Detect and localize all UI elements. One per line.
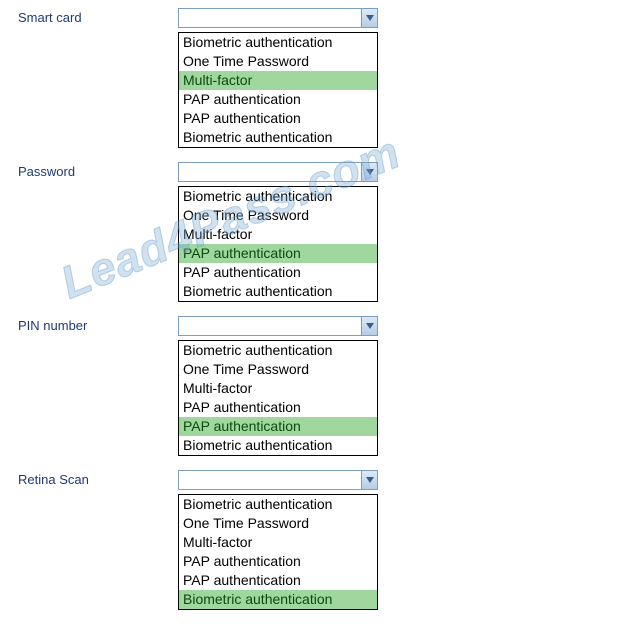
list-option[interactable]: Biometric authentication <box>179 282 377 301</box>
combo-box[interactable] <box>178 316 378 336</box>
list-option[interactable]: PAP authentication <box>179 571 377 590</box>
row-label: Password <box>18 162 178 179</box>
list-option[interactable]: Multi-factor <box>179 225 377 244</box>
list-option[interactable]: PAP authentication <box>179 417 377 436</box>
list-option[interactable]: Biometric authentication <box>179 187 377 206</box>
list-option[interactable]: PAP authentication <box>179 552 377 571</box>
options-list[interactable]: Biometric authenticationOne Time Passwor… <box>178 186 378 302</box>
auth-row-smartcard: Smart cardBiometric authenticationOne Ti… <box>18 8 620 148</box>
options-list[interactable]: Biometric authenticationOne Time Passwor… <box>178 340 378 456</box>
auth-row-retina: Retina ScanBiometric authenticationOne T… <box>18 470 620 610</box>
list-option[interactable]: PAP authentication <box>179 263 377 282</box>
list-option[interactable]: Multi-factor <box>179 533 377 552</box>
list-option[interactable]: PAP authentication <box>179 398 377 417</box>
combo-box[interactable] <box>178 162 378 182</box>
combo-input[interactable] <box>179 163 361 181</box>
list-option[interactable]: Multi-factor <box>179 71 377 90</box>
list-option[interactable]: Multi-factor <box>179 379 377 398</box>
list-option[interactable]: PAP authentication <box>179 90 377 109</box>
list-option[interactable]: Biometric authentication <box>179 33 377 52</box>
list-option[interactable]: One Time Password <box>179 206 377 225</box>
control-column: Biometric authenticationOne Time Passwor… <box>178 470 378 610</box>
list-option[interactable]: Biometric authentication <box>179 436 377 455</box>
combo-box[interactable] <box>178 8 378 28</box>
control-column: Biometric authenticationOne Time Passwor… <box>178 8 378 148</box>
control-column: Biometric authenticationOne Time Passwor… <box>178 316 378 456</box>
chevron-down-icon[interactable] <box>361 471 377 489</box>
list-option[interactable]: Biometric authentication <box>179 590 377 609</box>
list-option[interactable]: Biometric authentication <box>179 495 377 514</box>
list-option[interactable]: Biometric authentication <box>179 128 377 147</box>
combo-input[interactable] <box>179 317 361 335</box>
chevron-down-icon[interactable] <box>361 9 377 27</box>
list-option[interactable]: PAP authentication <box>179 244 377 263</box>
chevron-down-icon[interactable] <box>361 163 377 181</box>
list-option[interactable]: One Time Password <box>179 514 377 533</box>
options-list[interactable]: Biometric authenticationOne Time Passwor… <box>178 494 378 610</box>
options-list[interactable]: Biometric authenticationOne Time Passwor… <box>178 32 378 148</box>
list-option[interactable]: One Time Password <box>179 360 377 379</box>
combo-input[interactable] <box>179 471 361 489</box>
list-option[interactable]: PAP authentication <box>179 109 377 128</box>
control-column: Biometric authenticationOne Time Passwor… <box>178 162 378 302</box>
auth-row-password: PasswordBiometric authenticationOne Time… <box>18 162 620 302</box>
list-option[interactable]: Biometric authentication <box>179 341 377 360</box>
combo-box[interactable] <box>178 470 378 490</box>
auth-row-pin: PIN numberBiometric authenticationOne Ti… <box>18 316 620 456</box>
chevron-down-icon[interactable] <box>361 317 377 335</box>
row-label: Retina Scan <box>18 470 178 487</box>
list-option[interactable]: One Time Password <box>179 52 377 71</box>
combo-input[interactable] <box>179 9 361 27</box>
row-label: Smart card <box>18 8 178 25</box>
row-label: PIN number <box>18 316 178 333</box>
